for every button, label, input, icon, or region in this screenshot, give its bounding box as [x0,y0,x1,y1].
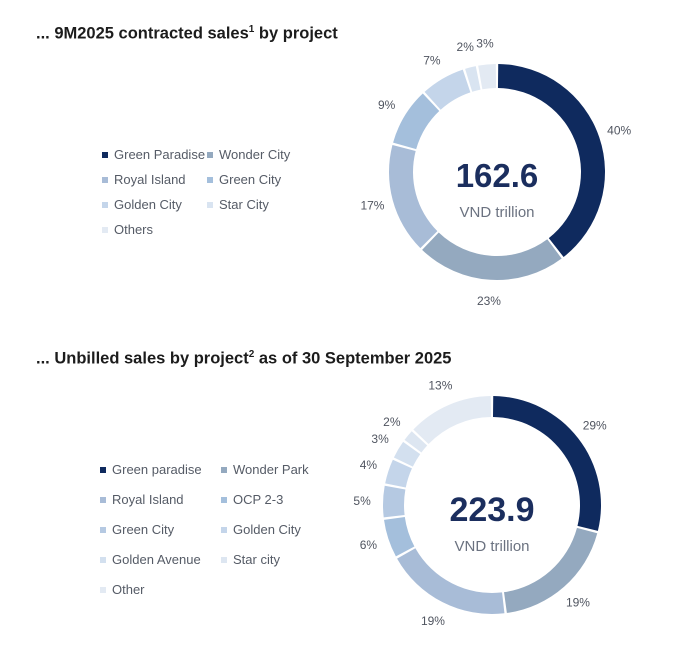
slice-green-paradise [497,64,605,258]
legend-swatch [207,201,213,208]
legend-item-others: Others [102,221,207,238]
chart1-legend: Green Paradise Wonder City Royal Island Gre… [102,146,317,238]
legend-item-green-city: Green City [100,521,221,538]
chart1-donut: 40% 23% 17% 9% 7% 2% 3% 162.6 VND trillion [360,37,631,308]
legend-swatch [100,556,106,563]
label-green-paradise: 40% [607,124,631,138]
slice-green-city [393,93,440,150]
chart1-title: ... 9M2025 contracted sales1 by project [36,24,338,43]
label-wonder-park: 19% [566,596,590,610]
legend-label: Star City [219,197,269,212]
legend-label: Green paradise [112,462,202,477]
chart2-center-value: 223.9 [449,491,534,529]
legend-swatch [100,466,106,473]
legend-item-wonder-park: Wonder Park [221,461,331,478]
legend-item-green-paradise: Green Paradise [102,146,207,163]
label-others: 3% [476,37,494,51]
chart2-donut: 29% 19% 19% 6% 5% 4% 3% 2% 13% 223.9 VND trillio… [353,379,607,628]
legend-swatch [102,201,108,208]
label-wonder-city: 23% [477,294,501,308]
legend-item-wonder-city: Wonder City [207,146,317,163]
label-green-paradise: 29% [583,418,607,432]
legend-item-golden-city: Golden City [221,521,331,538]
slice-green-city [383,485,406,518]
legend-label: Green City [112,522,175,537]
legend-label: Star city [233,552,280,567]
legend-swatch [221,556,227,563]
legend-swatch [100,496,106,503]
legend-item-star-city: Star City [207,196,317,213]
slice-star-city [465,66,481,92]
slice-green-paradise [492,396,601,531]
slice-wonder-park [504,527,598,613]
chart2-center-unit: VND trillion [454,538,529,555]
legend-item-royal-island: Royal Island [102,171,207,188]
slice-others [478,64,497,90]
label-golden-city: 7% [423,54,441,68]
label-star-city: 2% [457,40,475,54]
legend-label: OCP 2-3 [233,492,284,507]
legend-label: Wonder City [219,147,291,162]
legend-item-ocp-2-3: OCP 2-3 [221,491,331,508]
legend-swatch [102,151,108,158]
slice-wonder-city [422,232,562,280]
label-royal-island: 17% [360,199,384,213]
label-green-city: 9% [378,98,396,112]
legend-label: Golden City [114,197,182,212]
chart2-title: ... Unbilled sales by project2 as of 30 … [36,349,452,368]
label-golden-city: 4% [360,458,378,472]
legend-label: Other [112,582,145,597]
legend-label: Green Paradise [114,147,206,162]
legend-label: Golden Avenue [112,552,201,567]
legend-swatch [221,466,227,473]
legend-item-green-city: Green City [207,171,317,188]
legend-item-star-city: Star city [221,551,331,568]
label-green-city: 5% [353,494,371,508]
legend-swatch [221,526,227,533]
slice-golden-city [424,69,471,110]
legend-label: Golden City [233,522,301,537]
slice-golden-avenue [393,441,421,467]
slice-royal-island [389,144,438,249]
slice-royal-island [397,548,505,614]
slice-other [413,396,492,445]
legend-label: Royal Island [112,492,184,507]
legend-item-golden-avenue: Golden Avenue [100,551,221,568]
label-ocp-2-3: 6% [360,538,378,552]
legend-item-other: Other [100,581,221,598]
legend-swatch [100,526,106,533]
legend-item-royal-island: Royal Island [100,491,221,508]
chart2-legend: Green paradise Wonder Park Royal Island OCP… [100,461,331,598]
legend-swatch [100,586,106,593]
slice-star-city [404,431,428,453]
legend-swatch [221,496,227,503]
label-star-city: 2% [383,415,401,429]
legend-label: Royal Island [114,172,186,187]
slice-ocp-2-3 [384,517,415,557]
chart1-center-unit: VND trillion [459,204,534,221]
slice-golden-city [385,459,412,488]
label-royal-island: 19% [421,614,445,628]
legend-item-golden-city: Golden City [102,196,207,213]
label-golden-avenue: 3% [371,432,389,446]
legend-swatch [207,176,213,183]
legend-item-green-paradise: Green paradise [100,461,221,478]
legend-swatch [102,226,108,233]
legend-label: Green City [219,172,282,187]
legend-swatch [102,176,108,183]
legend-label: Wonder Park [233,462,309,477]
legend-swatch [207,151,213,158]
chart1-center-value: 162.6 [456,157,539,194]
label-other: 13% [428,379,452,393]
legend-label: Others [114,222,154,237]
